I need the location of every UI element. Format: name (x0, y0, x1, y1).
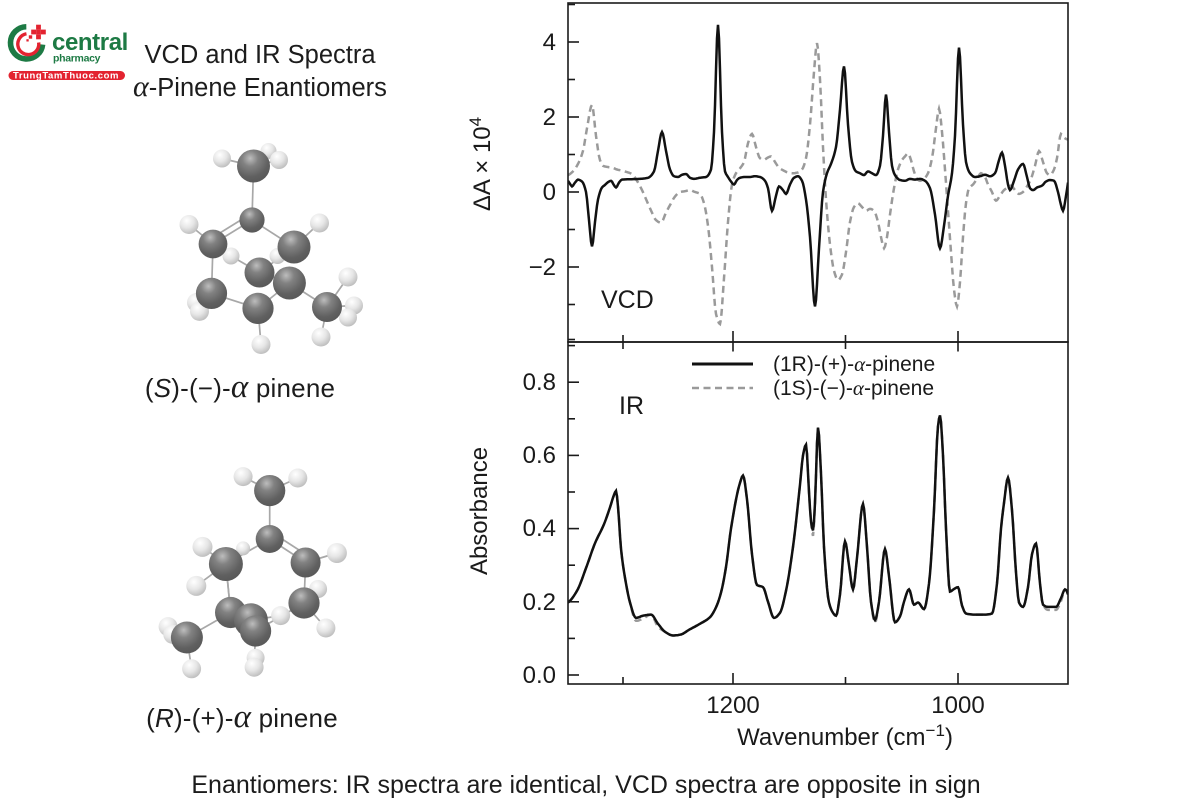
svg-text:1000: 1000 (931, 692, 984, 719)
svg-text:VCD: VCD (601, 286, 654, 314)
svg-text:0.8: 0.8 (523, 369, 556, 396)
svg-text:central: central (52, 29, 128, 56)
svg-text:TrungTamThuoc.com: TrungTamThuoc.com (13, 71, 119, 82)
svg-text:0.0: 0.0 (523, 662, 556, 689)
svg-text:4: 4 (543, 29, 556, 56)
svg-text:1200: 1200 (706, 692, 759, 719)
svg-text:(1S)-(−)-α-pinene: (1S)-(−)-α-pinene (773, 376, 934, 400)
svg-text:0.4: 0.4 (523, 515, 556, 542)
svg-text:2: 2 (543, 104, 556, 131)
svg-text:IR: IR (619, 392, 644, 420)
svg-text:(1R)-(+)-α-pinene: (1R)-(+)-α-pinene (773, 352, 935, 376)
svg-text:0: 0 (543, 179, 556, 206)
svg-text:pharmacy: pharmacy (53, 53, 101, 65)
svg-text:Wavenumber (cm−1): Wavenumber (cm−1) (737, 721, 953, 751)
svg-text:Absorbance: Absorbance (466, 447, 493, 575)
svg-text:0.2: 0.2 (523, 589, 556, 616)
svg-text:ΔA × 104: ΔA × 104 (466, 117, 496, 211)
svg-text:−2: −2 (529, 254, 556, 281)
svg-text:0.6: 0.6 (523, 442, 556, 469)
